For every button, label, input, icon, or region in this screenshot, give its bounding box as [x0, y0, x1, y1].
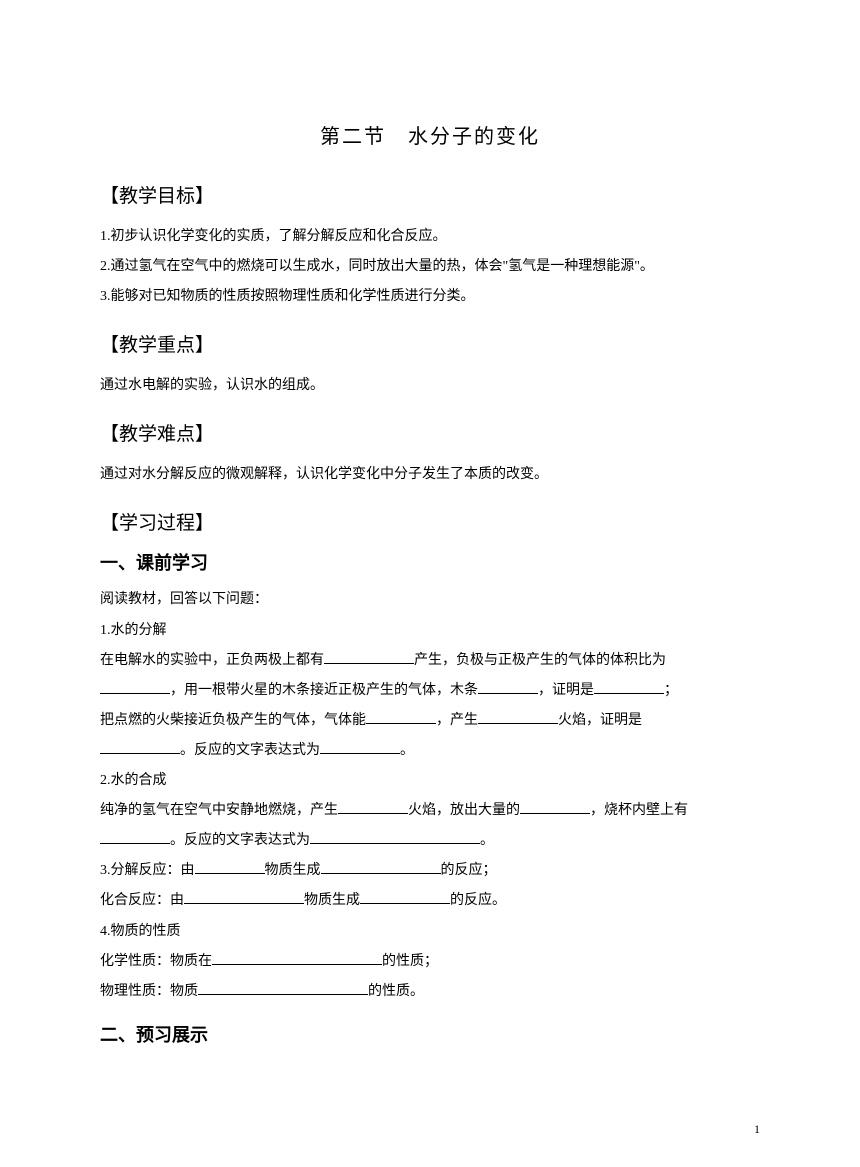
q2-line1: 纯净的氢气在空气中安静地燃烧，产生 火焰，放出大量的 ，烧杯内壁上有	[100, 796, 760, 826]
q2-line1-c: ，烧杯内壁上有	[590, 803, 688, 818]
q4-line2-a: 物理性质：物质	[100, 984, 198, 999]
blank	[198, 981, 368, 995]
blank	[100, 680, 170, 694]
keypoint-text: 通过水电解的实验，认识水的组成。	[100, 371, 760, 401]
q4-title: 4.物质的性质	[100, 917, 760, 947]
q1-line2-c: ；	[664, 683, 678, 698]
blank	[520, 800, 590, 814]
difficulty-text: 通过对水分解反应的微观解释，认识化学变化中分子发生了本质的改变。	[100, 460, 760, 490]
q1-line3-b: ，产生	[436, 713, 478, 728]
blank	[594, 680, 664, 694]
q1-line1: 在电解水的实验中，正负两极上都有 产生，负极与正极产生的气体的体积比为	[100, 646, 760, 676]
preview-heading: 二、预习展示	[100, 1021, 760, 1047]
goal-item-3: 3.能够对已知物质的性质按照物理性质和化学性质进行分类。	[100, 282, 760, 312]
blank	[478, 680, 538, 694]
goals-heading: 【教学目标】	[100, 181, 760, 208]
q1-line4: 。反应的文字表达式为 。	[100, 736, 760, 766]
q1-line2-a: ，用一根带火星的木条接近正极产生的气体，木条	[170, 683, 478, 698]
q3-line1-a: 3.分解反应：由	[100, 863, 195, 878]
q4-line1-b: 的性质；	[382, 954, 438, 969]
blank	[100, 830, 170, 844]
pre-study-heading: 一、课前学习	[100, 549, 760, 575]
q3-line2-c: 的反应。	[450, 893, 506, 908]
q3-line1: 3.分解反应：由 物质生成 的反应；	[100, 856, 760, 886]
q1-line2-b: ，证明是	[538, 683, 594, 698]
q2-title: 2.水的合成	[100, 766, 760, 796]
q1-line2: ，用一根带火星的木条接近正极产生的气体，木条 ，证明是 ；	[100, 676, 760, 706]
blank	[366, 710, 436, 724]
q3-line1-c: 的反应；	[441, 863, 497, 878]
q2-line1-a: 纯净的氢气在空气中安静地燃烧，产生	[100, 803, 338, 818]
q4-line1-a: 化学性质：物质在	[100, 954, 212, 969]
q3-line1-b: 物质生成	[265, 863, 321, 878]
blank	[324, 650, 414, 664]
q1-line1-a: 在电解水的实验中，正负两极上都有	[100, 653, 324, 668]
q4-line2: 物理性质：物质 的性质。	[100, 977, 760, 1007]
q2-line2-b: 。	[480, 833, 494, 848]
blank	[338, 800, 408, 814]
page-number: 1	[754, 1122, 760, 1137]
q2-line1-b: 火焰，放出大量的	[408, 803, 520, 818]
q3-line2-a: 化合反应：由	[100, 893, 184, 908]
q1-line4-b: 。	[400, 743, 414, 758]
q3-line2-b: 物质生成	[304, 893, 360, 908]
blank	[478, 710, 558, 724]
blank	[212, 951, 382, 965]
reading-prompt: 阅读教材，回答以下问题：	[100, 585, 760, 615]
q2-line2: 。反应的文字表达式为 。	[100, 826, 760, 856]
blank	[100, 740, 180, 754]
document-title: 第二节 水分子的变化	[100, 120, 760, 149]
blank	[321, 860, 441, 874]
blank	[320, 740, 400, 754]
goal-item-1: 1.初步认识化学变化的实质，了解分解反应和化合反应。	[100, 222, 760, 252]
process-heading: 【学习过程】	[100, 508, 760, 535]
q1-line3-a: 把点燃的火柴接近负极产生的气体，气体能	[100, 713, 366, 728]
q1-line3: 把点燃的火柴接近负极产生的气体，气体能 ，产生 火焰，证明是	[100, 706, 760, 736]
q1-title: 1.水的分解	[100, 616, 760, 646]
goal-item-2: 2.通过氢气在空气中的燃烧可以生成水，同时放出大量的热，体会"氢气是一种理想能源…	[100, 252, 760, 282]
q2-line2-a: 。反应的文字表达式为	[170, 833, 310, 848]
q3-line2: 化合反应：由 物质生成 的反应。	[100, 886, 760, 916]
q1-line1-b: 产生，负极与正极产生的气体的体积比为	[414, 653, 666, 668]
blank	[360, 890, 450, 904]
difficulty-heading: 【教学难点】	[100, 419, 760, 446]
blank	[310, 830, 480, 844]
q1-line4-a: 。反应的文字表达式为	[180, 743, 320, 758]
blank	[184, 890, 304, 904]
q4-line2-b: 的性质。	[368, 984, 424, 999]
q4-line1: 化学性质：物质在 的性质；	[100, 947, 760, 977]
q1-line3-c: 火焰，证明是	[558, 713, 642, 728]
keypoint-heading: 【教学重点】	[100, 330, 760, 357]
blank	[195, 860, 265, 874]
